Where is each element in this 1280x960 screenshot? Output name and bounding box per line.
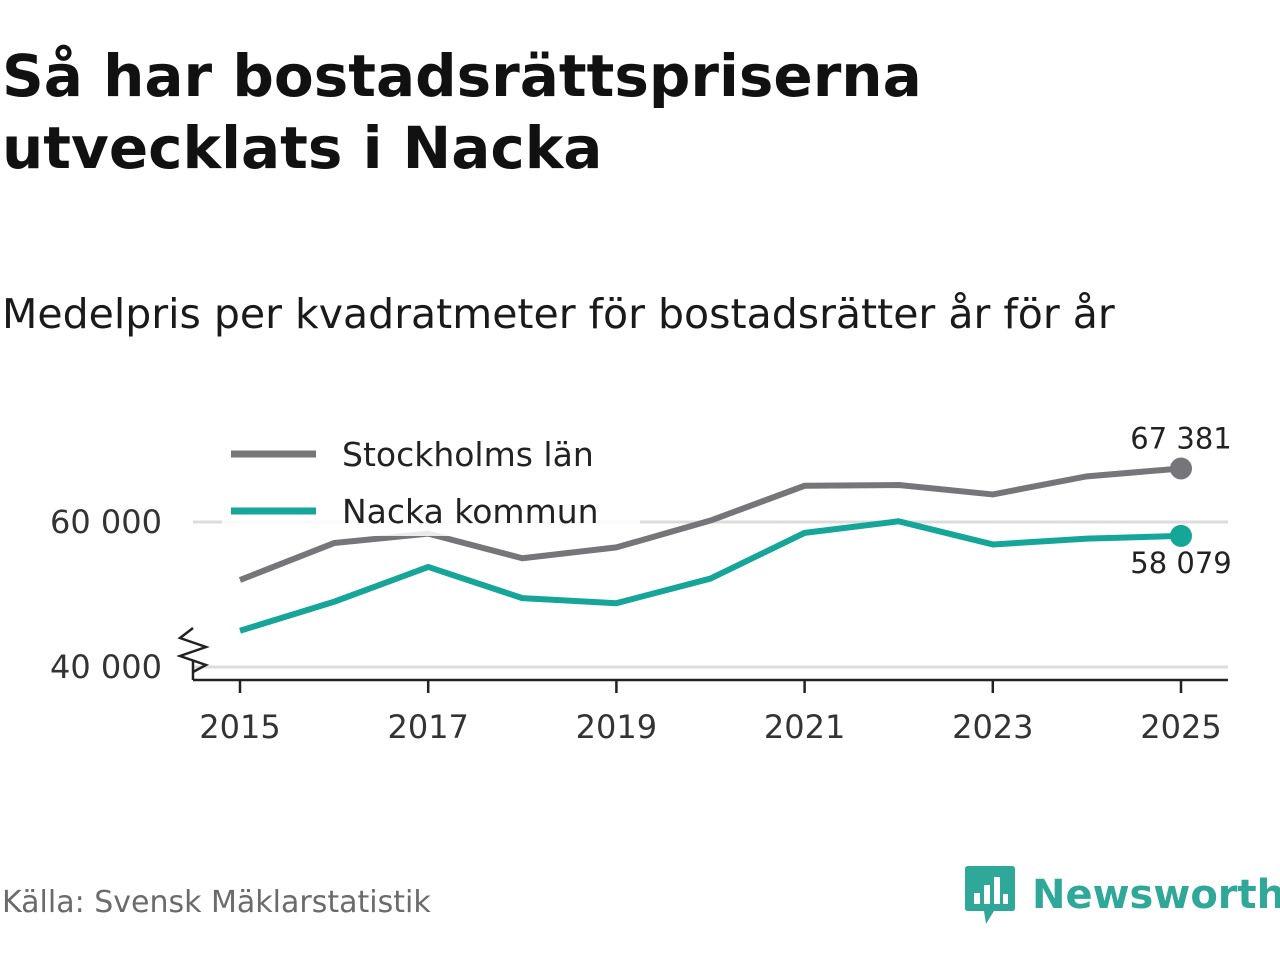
series-line-stockholms-lan xyxy=(238,465,1182,583)
legend: Stockholms län Nacka kommun xyxy=(222,427,640,536)
brand-logo: Newsworthy xyxy=(964,864,1280,926)
x-tick-label: 2017 xyxy=(387,708,468,746)
x-tick-label: 2025 xyxy=(1140,708,1221,746)
chart-subtitle: Medelpris per kvadratmeter för bostadsrä… xyxy=(2,290,1115,338)
series-line-nacka-kommun xyxy=(239,518,1182,634)
end-value-label: 67 381 xyxy=(1130,421,1231,455)
series-end-marker xyxy=(1170,524,1192,547)
series-lines: 67 381 58 079 xyxy=(238,421,1232,634)
axis-break-icon xyxy=(176,627,210,680)
x-tick-label: 2015 xyxy=(199,708,280,746)
brand-name: Newsworthy xyxy=(1032,872,1280,918)
chart-title: Så har bostadsrättspriserna utvecklats i… xyxy=(2,42,922,182)
y-tick-label: 40 000 xyxy=(50,648,162,686)
y-tick-label: 60 000 xyxy=(50,503,162,541)
newsworthy-logo-icon xyxy=(965,866,1015,924)
x-tick-label: 2023 xyxy=(952,708,1033,746)
tick-labels: 40 000 60 000 2015 2017 2019 2021 2023 2025 xyxy=(50,503,1222,746)
series-end-marker xyxy=(1170,457,1192,480)
legend-label: Stockholms län xyxy=(342,435,594,474)
end-value-label: 58 079 xyxy=(1130,546,1231,580)
x-tick-label: 2019 xyxy=(576,708,657,746)
x-tick-label: 2021 xyxy=(764,708,845,746)
source-note: Källa: Svensk Mäklarstatistik xyxy=(2,885,431,920)
axes xyxy=(176,627,1228,682)
legend-label: Nacka kommun xyxy=(342,492,599,531)
